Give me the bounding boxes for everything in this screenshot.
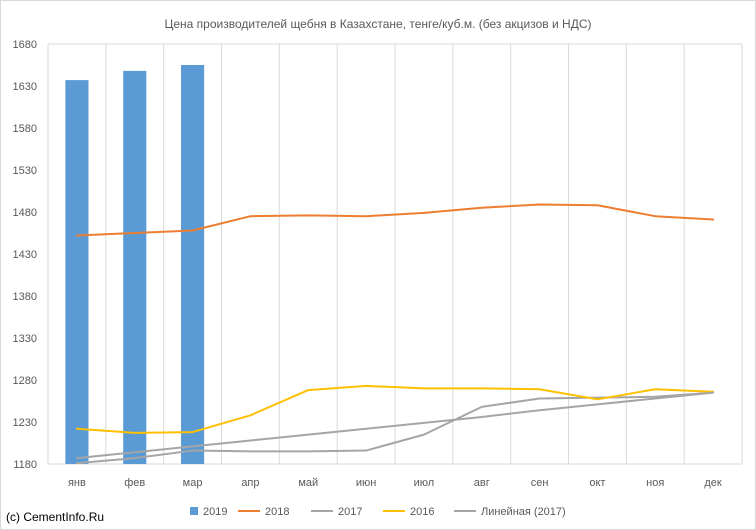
legend-label: 2019 — [203, 506, 227, 518]
x-tick-label: фев — [124, 477, 145, 489]
y-tick-label: 1330 — [13, 333, 37, 345]
y-tick-label: 1380 — [13, 291, 37, 303]
x-tick-label: июн — [356, 477, 376, 489]
x-tick-label: авг — [474, 477, 490, 489]
y-tick-label: 1680 — [13, 39, 37, 51]
legend-label: Линейная (2017) — [481, 506, 566, 518]
x-tick-label: июл — [414, 477, 435, 489]
y-tick-label: 1280 — [13, 375, 37, 387]
x-tick-label: окт — [589, 477, 605, 489]
y-tick-label: 1580 — [13, 123, 37, 135]
legend-label: 2016 — [410, 506, 434, 518]
y-tick-label: 1630 — [13, 81, 37, 93]
y-tick-label: 1230 — [13, 417, 37, 429]
bar-2019-фев — [123, 70, 147, 464]
x-tick-label: ноя — [646, 477, 664, 489]
bar-2019-мар — [181, 65, 205, 464]
legend-label: 2017 — [338, 506, 362, 518]
series-line-2016 — [75, 384, 715, 434]
x-tick-label: дек — [704, 477, 722, 489]
x-tick-label: сен — [531, 477, 549, 489]
x-tick-label: мар — [183, 477, 203, 489]
bar-2019-янв — [65, 80, 89, 465]
x-tick-label: апр — [241, 477, 259, 489]
y-tick-label: 1530 — [13, 165, 37, 177]
series-line-2018 — [75, 203, 715, 237]
x-tick-label: янв — [68, 477, 86, 489]
y-tick-label: 1430 — [13, 249, 37, 261]
y-tick-label: 1180 — [13, 459, 37, 471]
series-line-Линейная (2017) — [75, 391, 715, 460]
chart-title: Цена производителей щебня в Казахстане, … — [165, 17, 592, 31]
y-tick-label: 1480 — [13, 207, 37, 219]
x-tick-label: май — [298, 477, 318, 489]
legend-label: 2018 — [265, 506, 289, 518]
legend-swatch — [190, 507, 198, 515]
source-label: (c) CementInfo.Ru — [6, 510, 104, 524]
